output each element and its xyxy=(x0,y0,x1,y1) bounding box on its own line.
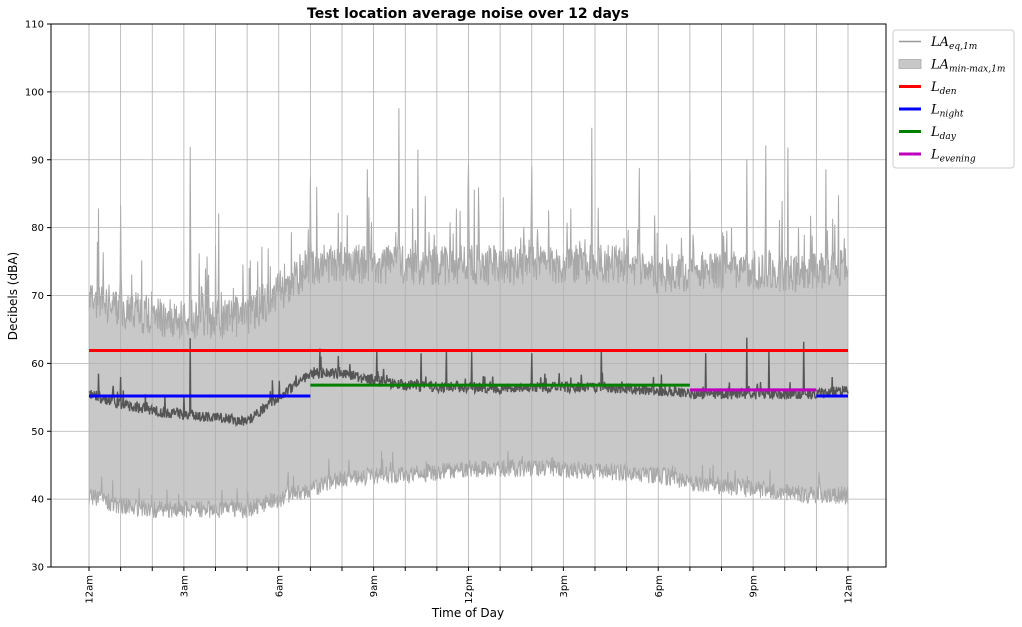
legend-label-main: L xyxy=(930,80,940,95)
y-tick-label: 90 xyxy=(31,155,44,166)
y-axis-label: Decibels (dBA) xyxy=(6,252,20,340)
legend-label-sub: night xyxy=(940,110,964,120)
x-tick-label: 12am xyxy=(85,575,96,604)
legend-swatch xyxy=(898,59,922,69)
y-tick-label: 110 xyxy=(25,20,44,31)
legend-label-sub: min-max,1m xyxy=(949,65,1005,75)
legend-label: Lnight xyxy=(930,103,964,120)
x-axis: 12am 3am 6am 9am 12pm 3pm 6pm 9pm 12am xyxy=(85,567,855,604)
y-tick-label: 60 xyxy=(31,359,44,370)
y-tick-label: 100 xyxy=(25,87,44,98)
legend-label: Levening xyxy=(930,148,976,165)
legend-label: Lday xyxy=(930,125,957,142)
x-tick-label: 6am xyxy=(274,575,285,597)
legend-label-main: LA xyxy=(930,58,949,73)
legend-label-main: L xyxy=(930,148,940,163)
plot-area xyxy=(50,23,887,568)
y-tick-label: 70 xyxy=(31,291,44,302)
y-tick-label: 30 xyxy=(31,563,44,574)
legend-box xyxy=(892,29,1015,169)
legend-label-sub: eq,1m xyxy=(949,42,977,52)
chart-title: Test location average noise over 12 days xyxy=(307,6,629,22)
legend-label: LAeq,1m xyxy=(930,35,977,52)
legend-label-main: L xyxy=(930,125,940,140)
legend-label: LAmin-max,1m xyxy=(930,58,1005,75)
legend-label-sub: day xyxy=(940,132,957,142)
legend-label-main: LA xyxy=(930,35,949,50)
x-axis-label: Time of Day xyxy=(431,606,504,620)
x-tick-label: 9pm xyxy=(749,575,760,597)
x-tick-label: 6pm xyxy=(654,575,665,597)
y-axis: 30 40 50 60 70 80 90 100 110 xyxy=(25,20,51,574)
y-tick-label: 80 xyxy=(31,223,44,234)
x-tick-label: 9am xyxy=(369,575,380,597)
legend-label-sub: evening xyxy=(940,155,976,165)
x-tick-label: 3am xyxy=(179,575,190,597)
y-tick-label: 40 xyxy=(31,495,44,506)
legend-label-sub: den xyxy=(940,87,957,97)
x-tick-label: 12pm xyxy=(464,575,475,604)
y-tick-label: 50 xyxy=(31,427,44,438)
x-tick-label: 3pm xyxy=(559,575,570,597)
laeq-line xyxy=(88,337,849,428)
legend: LAeq,1mLAmin-max,1mLdenLnightLdayLevenin… xyxy=(892,29,1015,169)
legend-label-main: L xyxy=(930,103,940,118)
x-tick-label: 12am xyxy=(844,575,855,604)
legend-label: Lden xyxy=(930,80,957,97)
